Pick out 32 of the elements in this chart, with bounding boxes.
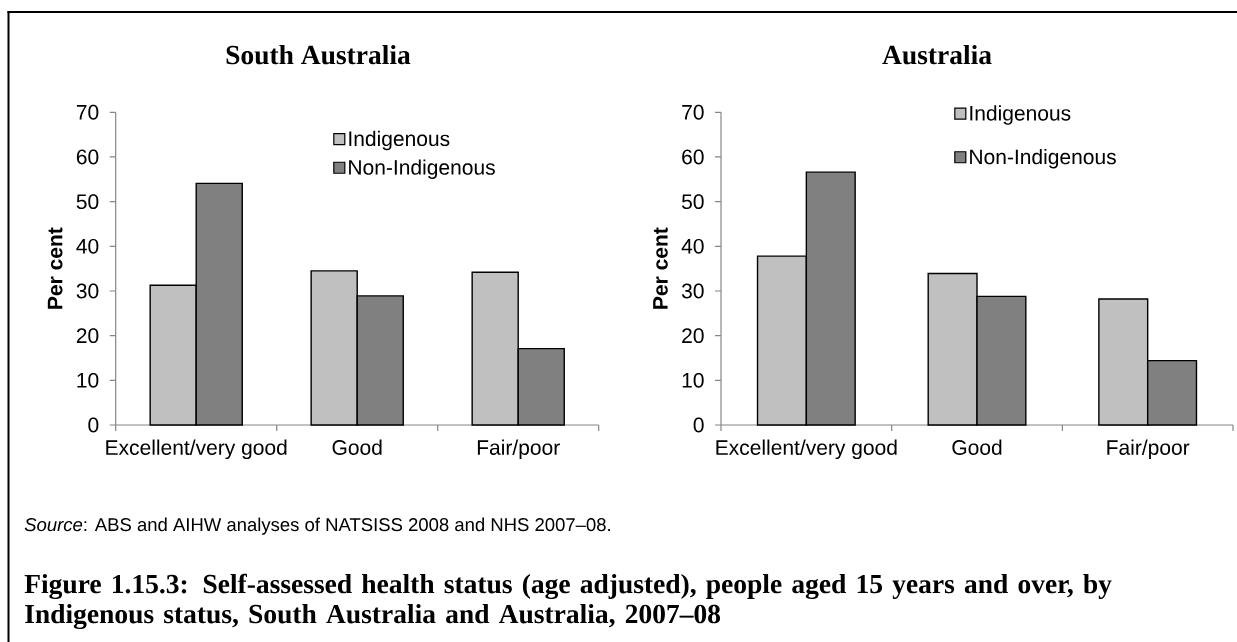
x-tick-label: Fair/poor <box>1107 439 1190 460</box>
y-tick-label: 10 <box>682 372 704 388</box>
y-tick-label: 20 <box>682 328 704 344</box>
y-tick-label: 0 <box>693 417 704 433</box>
chart-title: South Australia <box>226 44 411 65</box>
y-axis-title: Per cent <box>47 227 63 309</box>
y-tick-label: 20 <box>76 328 99 344</box>
y-tick-label: 40 <box>681 238 704 254</box>
legend-label: Indigenous <box>970 105 1071 125</box>
chart-title: Australia <box>882 44 992 65</box>
y-tick-label: 40 <box>76 238 99 254</box>
x-tick-label: Fair/poor <box>477 439 560 460</box>
y-tick-label: 60 <box>76 149 99 165</box>
y-tick-label: 30 <box>681 283 704 299</box>
y-tick-label: 50 <box>76 194 99 210</box>
caption: Figure 1.15.3: Self-assessed health status (age adjusted), people aged 15 years and over, by Indigenous status, South Australia and Australia, 2007–08 <box>24 573 1112 630</box>
x-tick-label: Good <box>332 439 382 455</box>
legend-label: Non-Indigenous <box>349 159 495 179</box>
y-axis-title: Per cent <box>653 227 668 309</box>
y-tick-label: 60 <box>682 149 704 165</box>
y-tick-label: 50 <box>681 194 704 210</box>
legend-label: Indigenous <box>349 130 450 151</box>
text: Source: ABS and AIHW analyses of NATSISS 2008 and NHS 2007–08. <box>24 517 610 535</box>
y-tick-label: 30 <box>76 283 99 299</box>
legend-label: Non-Indigenous <box>970 148 1116 169</box>
y-tick-label: 70 <box>682 104 704 120</box>
x-tick-label: Excellent/very good <box>106 439 287 460</box>
y-tick-label: 10 <box>77 372 99 388</box>
y-tick-label: 70 <box>76 104 99 120</box>
y-tick-label: 0 <box>88 417 99 433</box>
x-tick-label: Good <box>952 439 1002 455</box>
x-tick-label: Excellent/very good <box>716 439 897 460</box>
